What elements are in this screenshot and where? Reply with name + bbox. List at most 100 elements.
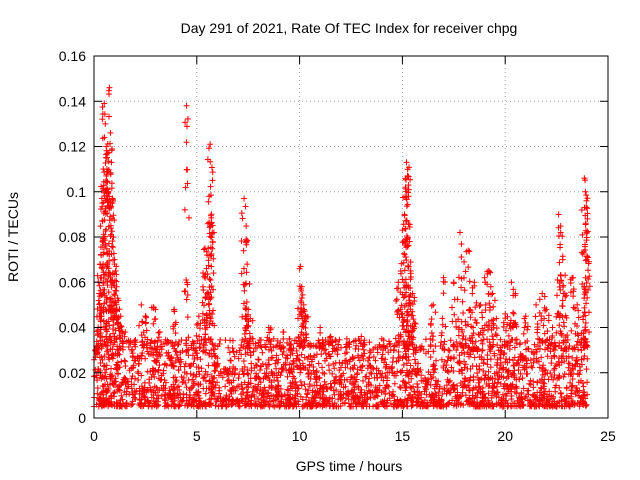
- roti-point: [313, 379, 320, 386]
- roti-point: [513, 376, 520, 383]
- roti-point: [574, 338, 581, 345]
- roti-point: [306, 361, 313, 368]
- roti-point: [505, 367, 512, 374]
- roti-point: [284, 355, 291, 362]
- roti-point: [255, 374, 262, 381]
- roti-point: [396, 353, 403, 360]
- roti-point: [515, 367, 522, 374]
- roti-point: [440, 364, 447, 371]
- roti-point: [190, 360, 197, 367]
- roti-point: [342, 395, 349, 402]
- roti-point: [123, 400, 130, 407]
- roti-point: [480, 359, 487, 366]
- roti-point: [279, 365, 286, 372]
- roti-point: [175, 367, 182, 374]
- roti-point: [100, 363, 107, 370]
- roti-point: [255, 339, 262, 346]
- roti-point: [195, 381, 202, 388]
- roti-point: [283, 367, 290, 374]
- roti-point: [494, 356, 501, 363]
- roti-point: [548, 340, 555, 347]
- roti-point: [235, 355, 242, 362]
- roti-point: [416, 396, 423, 403]
- roti-point: [161, 397, 168, 404]
- roti-point: [387, 340, 394, 347]
- roti-point: [584, 355, 591, 362]
- roti-point: [402, 387, 409, 394]
- roti-point: [447, 337, 454, 344]
- roti-point: [227, 357, 234, 364]
- roti-point: [156, 362, 163, 369]
- roti-point: [275, 382, 282, 389]
- roti-point: [386, 390, 393, 397]
- roti-point: [156, 349, 163, 356]
- roti-point: [565, 371, 572, 378]
- roti-point: [353, 342, 360, 349]
- roti-point: [129, 398, 136, 405]
- roti-point: [210, 346, 217, 353]
- roti-point: [422, 383, 429, 390]
- roti-point: [503, 375, 510, 382]
- roti-point: [370, 366, 377, 373]
- roti-point: [124, 403, 131, 410]
- roti-point: [491, 389, 498, 396]
- roti-point: [462, 382, 469, 389]
- roti-point: [506, 356, 513, 363]
- roti-point: [268, 347, 275, 354]
- roti-point: [125, 343, 132, 350]
- roti-point: [584, 379, 591, 386]
- roti-point: [461, 350, 468, 357]
- roti-point: [310, 363, 317, 370]
- roti-point: [491, 380, 498, 387]
- roti-point: [187, 385, 194, 392]
- roti-point: [566, 360, 573, 367]
- data-points: [91, 84, 593, 410]
- roti-point: [580, 383, 587, 390]
- roti-point: [526, 380, 533, 387]
- roti-point: [108, 352, 115, 359]
- roti-point: [519, 375, 526, 382]
- roti-point: [418, 343, 425, 350]
- roti-point: [321, 370, 328, 377]
- roti-point: [527, 357, 534, 364]
- roti-point: [349, 387, 356, 394]
- roti-point: [349, 355, 356, 362]
- roti-point: [239, 385, 246, 392]
- roti-point: [492, 391, 499, 398]
- roti-point: [266, 395, 273, 402]
- roti-point: [576, 403, 583, 410]
- roti-point: [302, 386, 309, 393]
- roti-point: [400, 361, 407, 368]
- roti-point: [138, 383, 145, 390]
- roti-point: [513, 390, 520, 397]
- roti-point: [99, 356, 106, 363]
- roti-point: [356, 357, 363, 364]
- roti-point: [489, 392, 496, 399]
- roti-point: [450, 367, 457, 374]
- roti-point: [166, 387, 173, 394]
- roti-point: [178, 373, 185, 380]
- roti-point: [458, 366, 465, 373]
- roti-point: [493, 383, 500, 390]
- roti-point: [446, 347, 453, 354]
- roti-point: [344, 390, 351, 397]
- roti-point: [441, 346, 448, 353]
- roti-point: [290, 366, 297, 373]
- roti-point: [307, 375, 314, 382]
- roti-point: [94, 390, 101, 397]
- roti-point: [498, 396, 505, 403]
- roti-point: [109, 355, 116, 362]
- roti-point: [313, 351, 320, 358]
- roti-point: [204, 371, 211, 378]
- roti-point: [547, 370, 554, 377]
- roti-point: [386, 395, 393, 402]
- roti-point: [316, 374, 323, 381]
- roti-point: [217, 336, 224, 343]
- roti-point: [206, 351, 213, 358]
- roti-point: [551, 353, 558, 360]
- roti-point: [370, 353, 377, 360]
- roti-point: [135, 376, 142, 383]
- roti-point: [121, 357, 128, 364]
- roti-point: [502, 358, 509, 365]
